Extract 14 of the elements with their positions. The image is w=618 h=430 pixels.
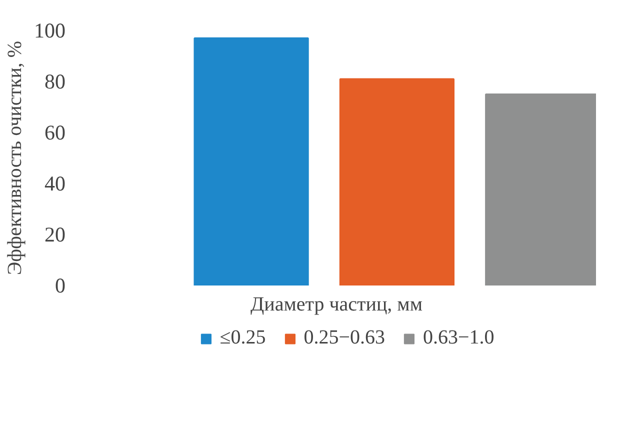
bar bbox=[194, 37, 309, 286]
y-tick-label: 100 bbox=[34, 18, 66, 42]
y-tick-label: 20 bbox=[44, 222, 66, 246]
y-tick-label: 80 bbox=[44, 70, 66, 94]
y-axis-title: Эффективность очистки, % bbox=[4, 40, 26, 276]
bar bbox=[339, 78, 455, 286]
y-tick-label: 40 bbox=[44, 172, 66, 196]
bar bbox=[485, 94, 596, 286]
legend-label: ≤0.25 bbox=[220, 326, 266, 350]
x-axis-title: Диаметр частиц, мм bbox=[250, 294, 423, 316]
legend-label: 0.63−1.0 bbox=[422, 326, 494, 350]
legend-label: 0.25−0.63 bbox=[304, 326, 385, 350]
y-tick-label: 0 bbox=[55, 274, 66, 298]
y-tick-label: 60 bbox=[44, 120, 66, 144]
